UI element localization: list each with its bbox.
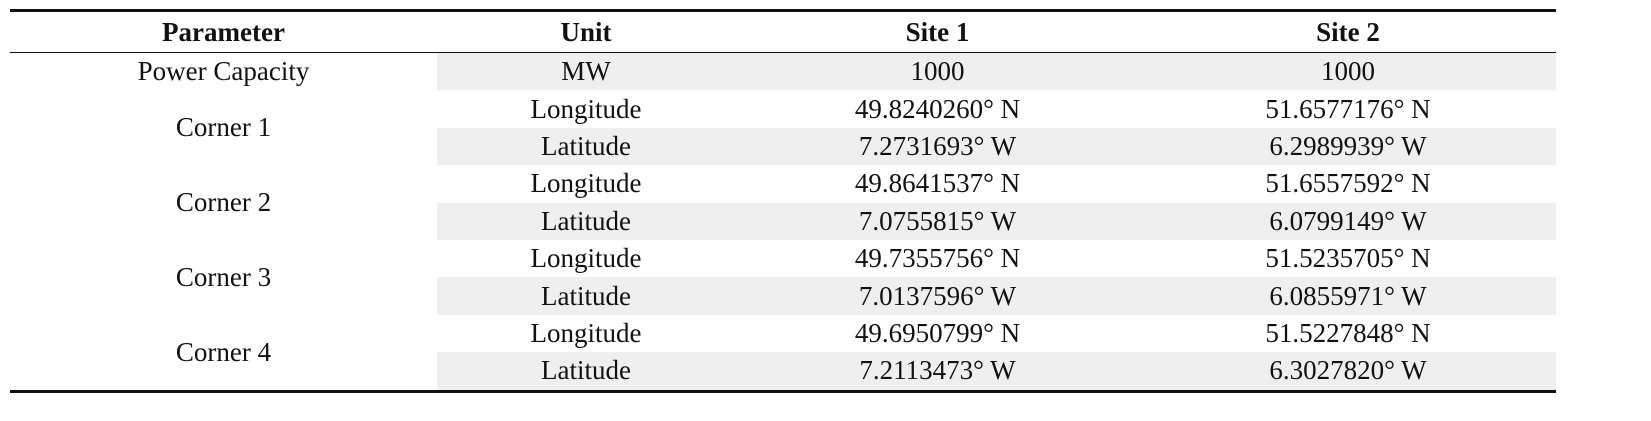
parameter-cell: Power Capacity bbox=[137, 56, 310, 87]
value-cell: 1000 bbox=[1140, 52, 1556, 91]
corner-row: Corner 1 Longitude 49.8240260° N 51.6577176… bbox=[10, 90, 1556, 143]
value-cell: 51.6557592° N bbox=[1265, 168, 1431, 199]
table-body: Power Capacity MW 1000 1000 Corner 1 Longitud… bbox=[10, 52, 1556, 392]
parameter-cell: Corner 1 bbox=[175, 112, 272, 143]
value-cell: 49.8240260° N bbox=[854, 93, 1021, 124]
unit-cell: Longitude bbox=[530, 93, 642, 124]
value-cell: 51.5227848° N bbox=[1265, 317, 1431, 348]
parameter-cell: Corner 3 bbox=[175, 261, 272, 292]
value-cell: 49.6950799° N bbox=[854, 317, 1021, 348]
value-cell: 7.2113473° W bbox=[735, 352, 1140, 392]
corner-row: Latitude 7.0755815° W 6.0799149° W bbox=[10, 202, 1556, 240]
value-cell: 6.2989939° W bbox=[1140, 127, 1556, 166]
unit-cell: Latitude bbox=[437, 352, 735, 392]
header-cell: Site 1 bbox=[735, 10, 1140, 53]
parameter-cell: Corner 4 bbox=[175, 336, 272, 367]
corner-row: Corner 3 Longitude 49.7355756° N 51.5235705… bbox=[10, 240, 1556, 292]
unit-cell: Latitude bbox=[437, 202, 735, 240]
value-cell: MW bbox=[437, 52, 735, 91]
value-cell: 51.6577176° N bbox=[1265, 93, 1431, 124]
corner-row: Latitude 7.2731693° W 6.2989939° W bbox=[10, 127, 1556, 166]
value-cell: 49.7355756° N bbox=[854, 243, 1021, 274]
power-row: Power Capacity MW 1000 1000 bbox=[10, 52, 1556, 91]
unit-cell: Longitude bbox=[530, 317, 642, 348]
value-cell: 6.3027820° W bbox=[1140, 352, 1556, 392]
parameter-cell: Corner 2 bbox=[175, 187, 272, 218]
header-cell: Site 2 bbox=[1140, 10, 1556, 53]
unit-cell: Longitude bbox=[530, 243, 642, 274]
value-cell: 6.0799149° W bbox=[1140, 202, 1556, 240]
corner-row: Corner 2 Longitude 49.8641537° N 51.6557592… bbox=[10, 165, 1556, 217]
value-cell: 1000 bbox=[735, 52, 1140, 91]
data-table: Parameter Unit Site 1 Site 2 Power Capacity… bbox=[10, 9, 1556, 393]
value-cell: 7.0755815° W bbox=[735, 202, 1140, 240]
unit-cell: Latitude bbox=[437, 277, 735, 315]
corner-row: Latitude 7.2113473° W 6.3027820° W bbox=[10, 352, 1556, 392]
value-cell: 7.2731693° W bbox=[735, 127, 1140, 166]
value-cell: 7.0137596° W bbox=[735, 277, 1140, 315]
header-row: Parameter Unit Site 1 Site 2 bbox=[10, 10, 1556, 53]
corner-row: Corner 4 Longitude 49.6950799° N 51.5227848… bbox=[10, 315, 1556, 367]
value-cell: 49.8641537° N bbox=[854, 168, 1021, 199]
unit-cell: Longitude bbox=[530, 168, 642, 199]
value-cell: 51.5235705° N bbox=[1265, 243, 1431, 274]
header-cell: Unit bbox=[437, 10, 735, 53]
corner-row: Latitude 7.0137596° W 6.0855971° W bbox=[10, 277, 1556, 315]
header-cell: Parameter bbox=[10, 10, 437, 53]
unit-cell: Latitude bbox=[437, 127, 735, 166]
value-cell: 6.0855971° W bbox=[1140, 277, 1556, 315]
